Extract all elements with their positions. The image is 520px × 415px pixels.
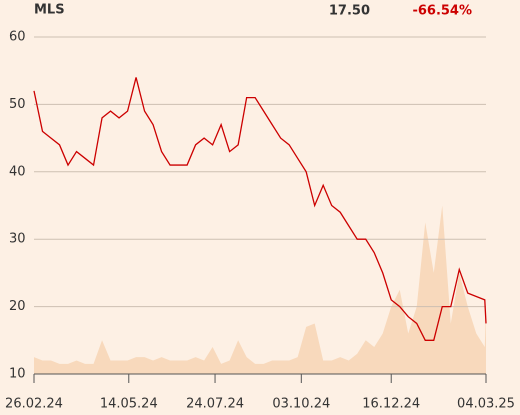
x-tick-label: 16.12.24	[362, 397, 420, 412]
y-tick-label: 50	[9, 97, 26, 112]
x-tick-label: 04.03.25	[457, 397, 515, 412]
x-tick-label: 26.02.24	[5, 397, 63, 412]
chart-title: MLS	[34, 3, 65, 18]
price-line	[33, 77, 487, 341]
x-tick-label: 03.10.24	[272, 397, 330, 412]
volume-area	[34, 205, 486, 374]
y-tick-label: 20	[9, 299, 26, 314]
y-tick-label: 30	[9, 232, 26, 247]
price-change: -66.54%	[412, 4, 472, 19]
x-tick-label: 14.05.24	[100, 397, 158, 412]
last-price: 17.50	[329, 4, 370, 19]
x-tick-label: 24.07.24	[186, 397, 244, 412]
y-tick-label: 10	[9, 367, 26, 382]
y-tick-label: 40	[9, 164, 26, 179]
y-tick-label: 60	[9, 30, 26, 45]
